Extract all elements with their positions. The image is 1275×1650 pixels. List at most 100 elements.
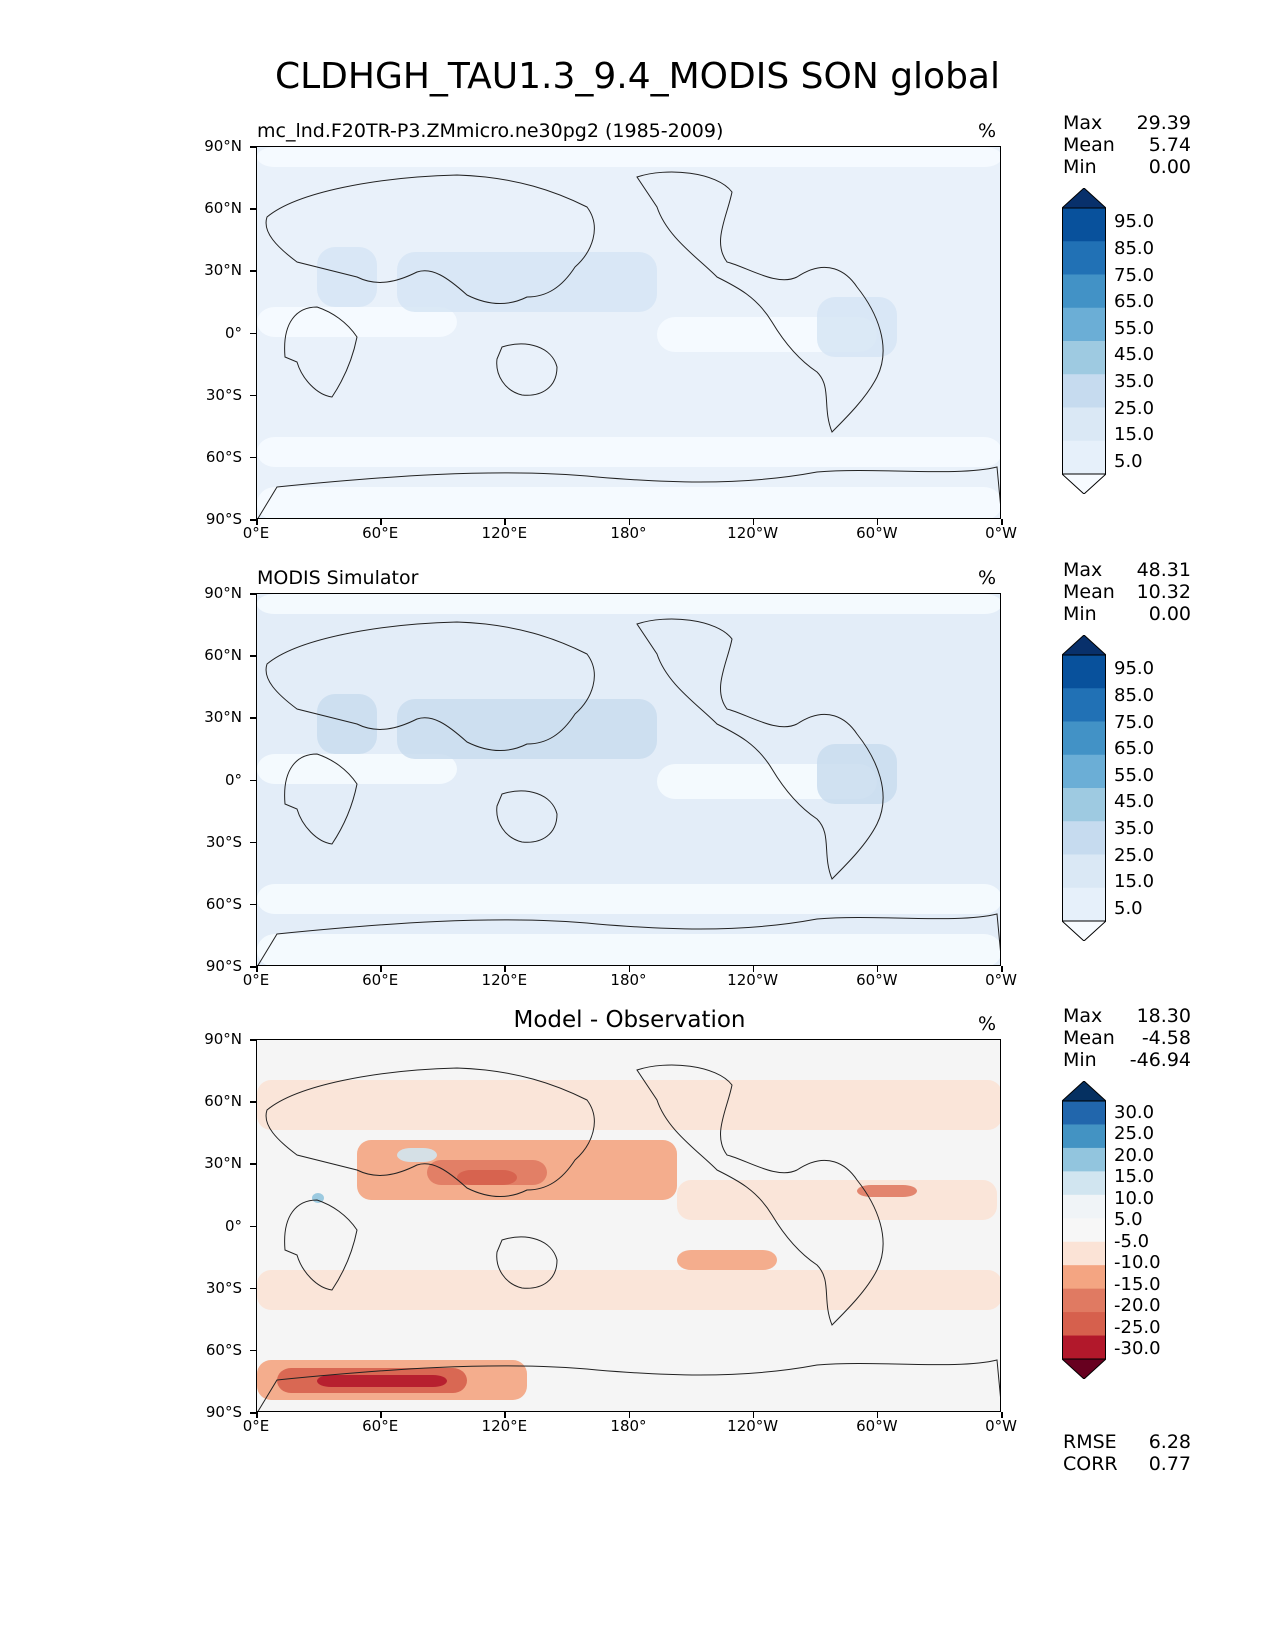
field-band	[817, 297, 897, 357]
error-stats-block: RMSE 6.28 CORR 0.77	[1063, 1431, 1191, 1475]
lon-tick	[752, 1412, 755, 1418]
colorbar-segment	[1062, 374, 1106, 408]
lat-tick-label: 60°S	[205, 894, 242, 913]
coastline	[636, 618, 884, 880]
colorbar-outline	[1062, 654, 1106, 922]
colorbar-extend-bottom	[1060, 920, 1108, 942]
colorbar-extend-top	[1060, 187, 1108, 209]
lon-tick	[504, 1412, 506, 1418]
colorbar-segment	[1062, 887, 1106, 922]
lon-tick-label: 0°E	[242, 1417, 270, 1435]
lat-tick	[250, 1225, 256, 1227]
map-field-svg	[257, 147, 1000, 518]
field-band	[257, 1080, 1000, 1130]
coastline	[284, 753, 358, 845]
stat-name: Min	[1063, 156, 1097, 178]
lat-tick	[250, 456, 256, 459]
colorbar-segment	[1062, 688, 1106, 722]
lon-tick	[504, 966, 506, 972]
colorbar-segment	[1062, 1218, 1106, 1243]
lon-tick	[380, 1412, 382, 1418]
colorbar-segment	[1062, 1335, 1106, 1360]
field-band	[257, 307, 457, 337]
coastline	[496, 343, 558, 396]
field-band	[317, 247, 377, 307]
lon-tick-label: 120°E	[481, 971, 528, 989]
lon-tick	[256, 966, 258, 972]
stat-value: -46.94	[1129, 1049, 1191, 1071]
stats-block: Max 48.31 Mean 10.32 Min 0.00	[1063, 559, 1191, 625]
lat-tick-label: 90°S	[205, 510, 242, 528]
lat-tick	[250, 593, 256, 595]
coastline	[496, 790, 558, 843]
lat-tick	[250, 1039, 256, 1041]
coastline	[257, 466, 1000, 518]
lat-tick-label: 60°S	[205, 447, 242, 466]
stat-name: RMSE	[1063, 1431, 1117, 1453]
lon-tick-label: 120°W	[727, 1417, 779, 1435]
colorbar-segment	[1062, 821, 1106, 855]
lat-tick-label: 30°N	[204, 1154, 242, 1173]
colorbar	[1060, 634, 1108, 942]
stat-row: Max 29.39	[1063, 112, 1191, 134]
lon-tick	[752, 966, 755, 972]
stat-row: Min -46.94	[1063, 1049, 1191, 1071]
units-label: %	[978, 120, 997, 142]
field-band	[257, 147, 1000, 167]
coastline	[265, 621, 595, 752]
lat-tick-label: 90°N	[204, 584, 242, 602]
colorbar-tick-label: -10.0	[1114, 1252, 1161, 1274]
stat-row: Mean 5.74	[1063, 134, 1191, 156]
lon-tick-label: 0°W	[985, 1417, 1017, 1435]
colorbar-outline	[1062, 1100, 1106, 1360]
stat-value: 0.77	[1148, 1453, 1191, 1475]
lon-tick-label: 180°	[610, 1417, 647, 1435]
lon-tick	[256, 1412, 258, 1418]
lat-tick	[250, 519, 256, 521]
colorbar-tick-label: 65.0	[1114, 738, 1155, 760]
colorbar-container	[1060, 1080, 1108, 1383]
field-band	[317, 694, 377, 754]
field-band	[397, 252, 657, 312]
field-band	[817, 744, 897, 804]
stat-name: CORR	[1063, 1453, 1118, 1475]
stat-row: RMSE 6.28	[1063, 1431, 1191, 1453]
field-band	[317, 1375, 447, 1387]
colorbar-extend-top	[1060, 634, 1108, 656]
lon-tick-label: 120°W	[727, 524, 779, 542]
lon-tick-label: 120°E	[481, 524, 528, 542]
lat-tick	[250, 208, 256, 210]
lat-tick-label: 90°S	[205, 957, 242, 975]
field-band	[257, 884, 1000, 914]
stat-value: 0.00	[1148, 603, 1191, 625]
stat-name: Mean	[1063, 134, 1115, 156]
lat-tick	[250, 1349, 256, 1352]
figure-title: CLDHGH_TAU1.3_9.4_MODIS SON global	[274, 56, 1000, 97]
coastline	[257, 913, 1000, 965]
lat-tick-label: 30°S	[205, 385, 242, 404]
colorbar-segment	[1062, 754, 1106, 789]
colorbar-tick-label: -15.0	[1114, 1273, 1161, 1295]
stat-row: CORR 0.77	[1063, 1453, 1191, 1475]
colorbar-tick-label: 15.0	[1114, 424, 1155, 446]
stat-value: 5.74	[1148, 134, 1191, 156]
panel-title: Model - Observation	[513, 1007, 746, 1033]
lat-tick	[250, 270, 256, 272]
colorbar-segment	[1062, 1265, 1106, 1290]
lat-tick-label: 30°S	[205, 832, 242, 851]
field-band	[257, 437, 1000, 467]
colorbar-tick-label: 35.0	[1114, 817, 1155, 839]
field-band	[257, 594, 1000, 614]
lon-tick	[876, 519, 879, 525]
lon-tick	[752, 519, 755, 525]
lat-tick	[250, 841, 256, 844]
lat-tick	[250, 146, 256, 148]
lon-tick	[504, 519, 506, 525]
lon-tick	[1001, 966, 1003, 972]
lon-tick	[628, 519, 630, 525]
field-band	[857, 1185, 917, 1197]
colorbar-segment	[1062, 341, 1106, 375]
colorbar-tick-label: 45.0	[1114, 791, 1155, 813]
colorbar-segment	[1062, 721, 1106, 756]
lon-tick-label: 60°W	[856, 1417, 898, 1435]
